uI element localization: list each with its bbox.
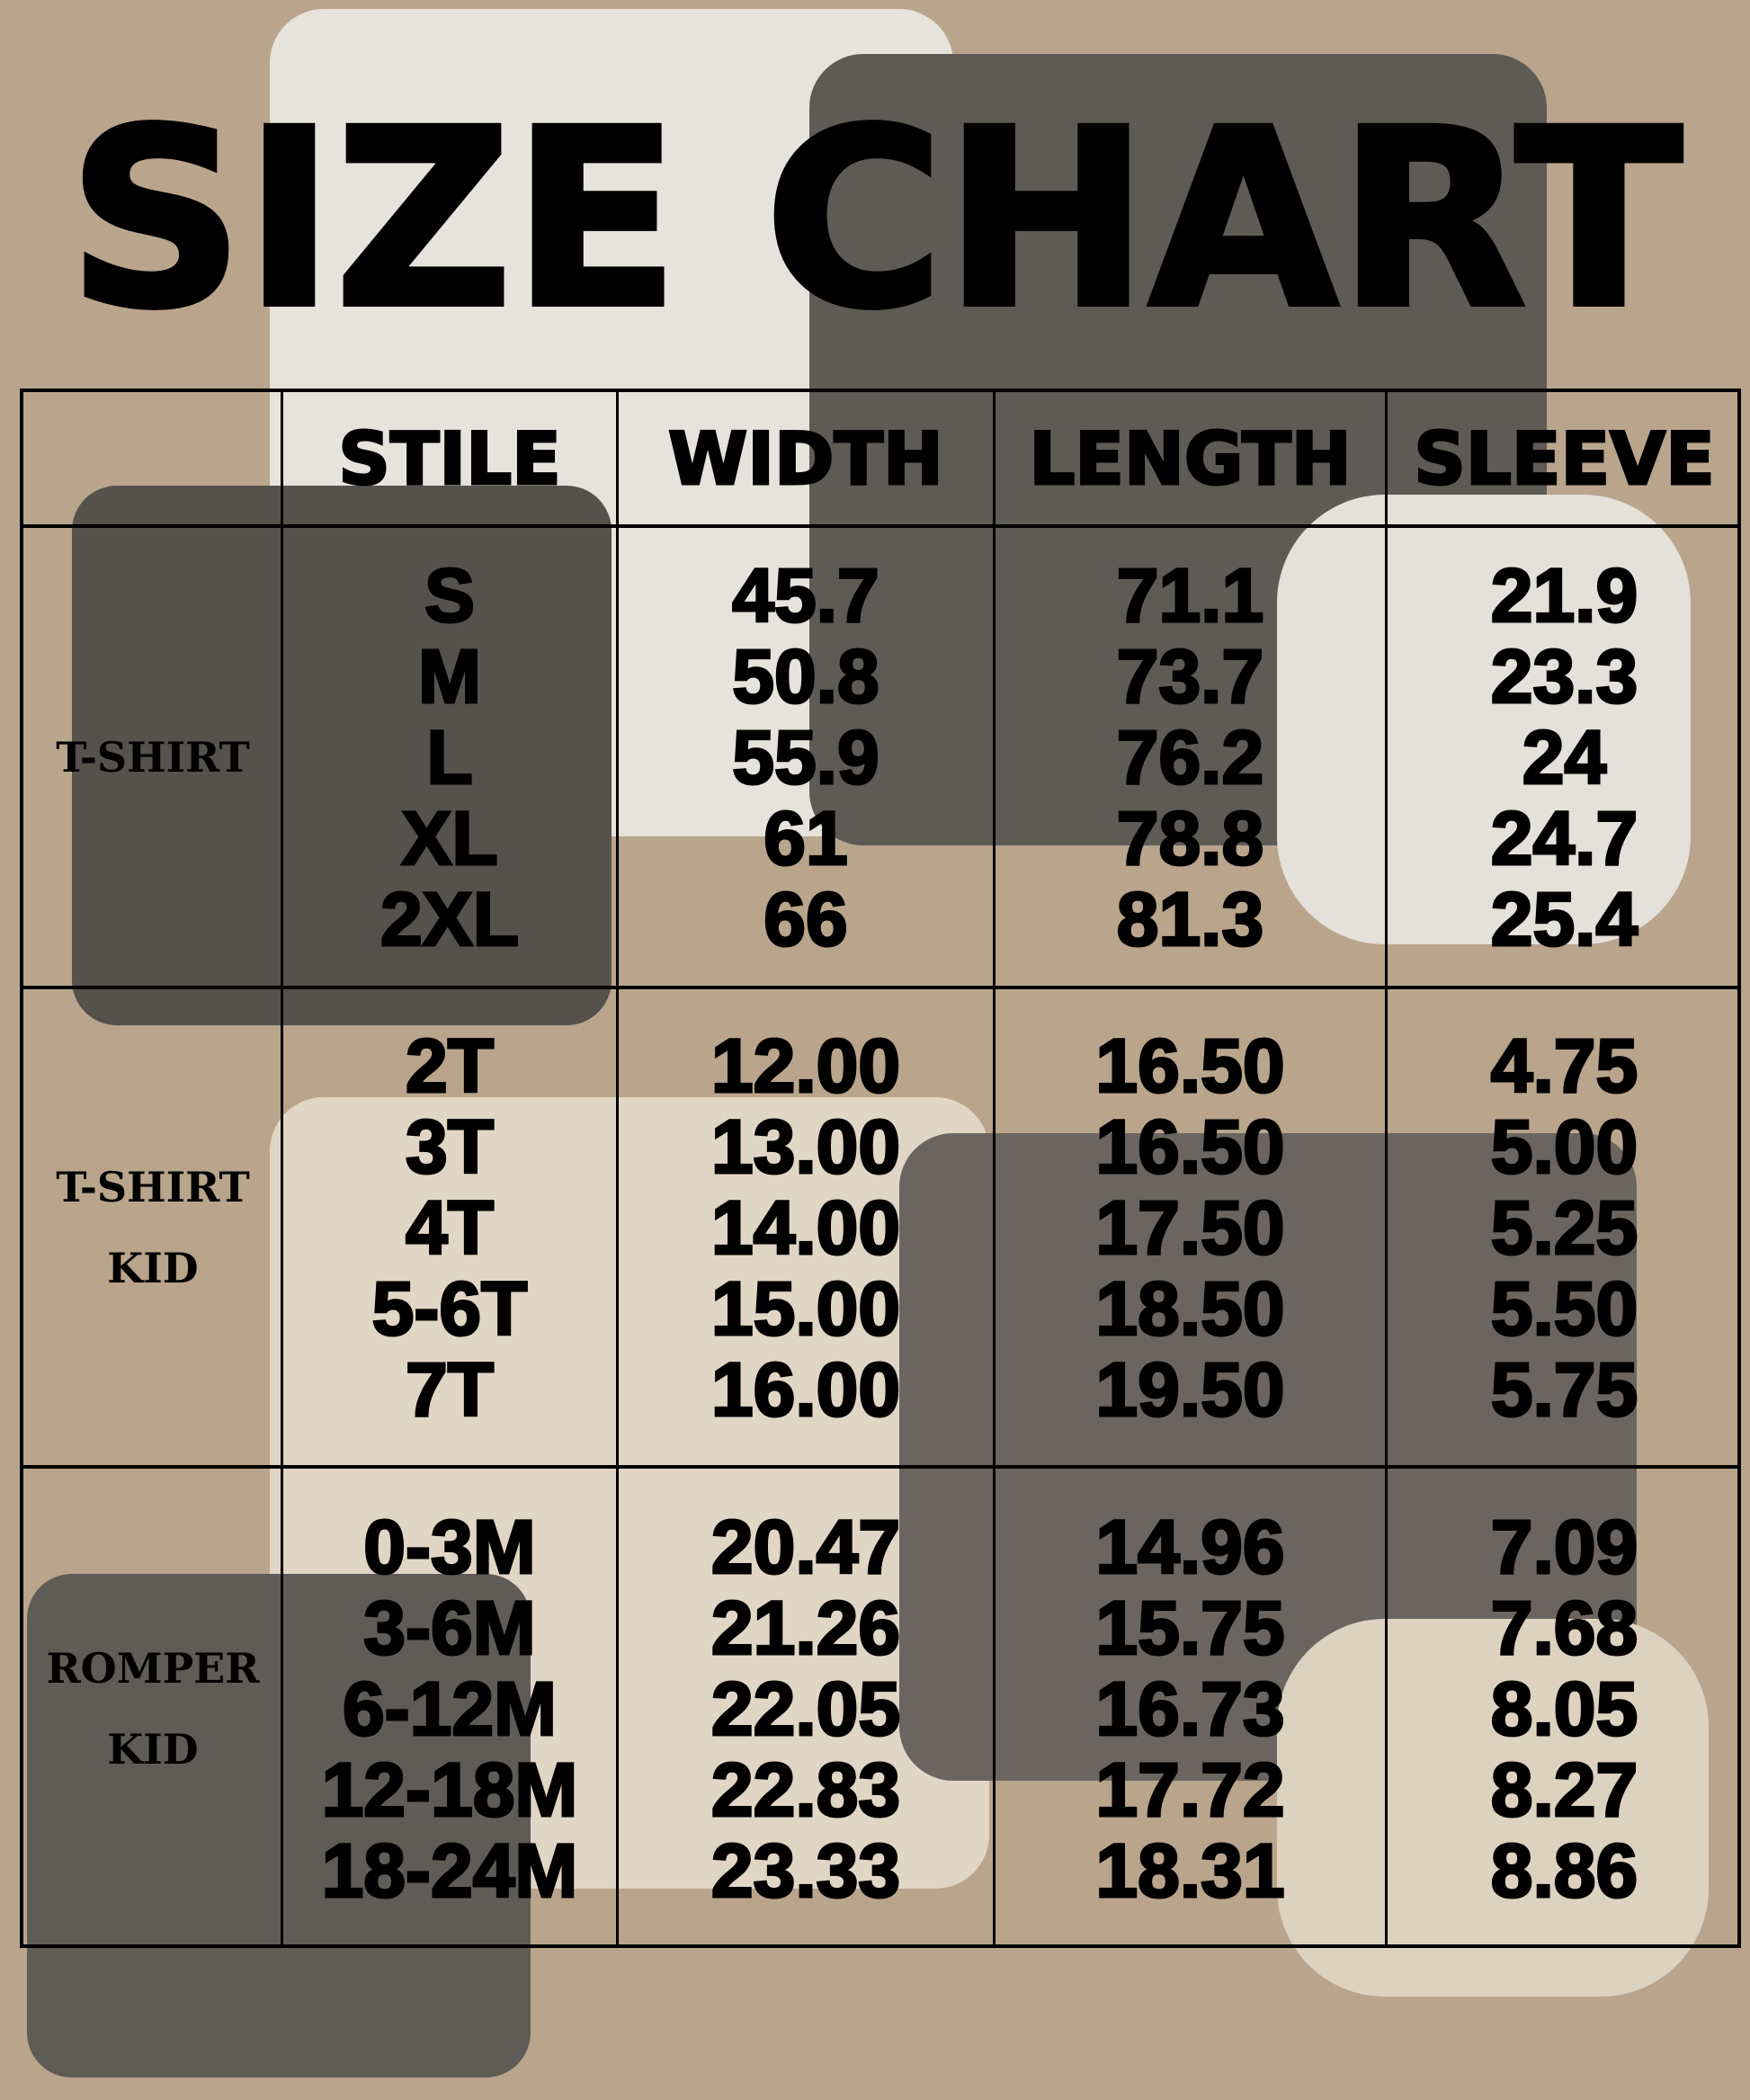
width-value: 13.00: [710, 1104, 901, 1189]
header-length: LENGTH: [1028, 416, 1353, 503]
category-label: T-SHIRT KID: [23, 989, 282, 1465]
sleeve-column-cell: 21.9 23.3 24 24.7 25.4: [1388, 528, 1741, 986]
width-value: 14.00: [710, 1184, 901, 1270]
length-value: 17.72: [1094, 1747, 1286, 1832]
sleeve-value: 8.05: [1489, 1666, 1638, 1751]
sleeve-value: 25.4: [1489, 876, 1638, 961]
category-label: T-SHIRT: [23, 528, 282, 986]
length-value: 17.50: [1094, 1184, 1286, 1270]
sizes-value: 3T: [404, 1104, 495, 1189]
divider: [23, 1465, 1737, 1469]
header-sleeve: SLEEVE: [1413, 416, 1716, 503]
length-value: 76.2: [1115, 714, 1264, 800]
length-value: 14.96: [1094, 1504, 1286, 1589]
length-value: 18.50: [1094, 1265, 1286, 1351]
category-text: T-SHIRT: [56, 732, 250, 782]
gray-romper-photo: [27, 1574, 531, 2078]
length-column-cell: 16.50 16.50 17.50 18.50 19.50: [996, 989, 1385, 1465]
width-value: 55.9: [731, 714, 880, 800]
width-value: 66: [763, 876, 849, 961]
sizes-value: 5-6T: [371, 1265, 529, 1351]
length-column-cell: 14.96 15.75 16.73 17.72 18.31: [996, 1469, 1385, 1948]
width-value: 61: [763, 795, 849, 880]
length-value: 73.7: [1115, 633, 1264, 719]
width-value: 16.00: [710, 1346, 901, 1432]
length-value: 81.3: [1115, 876, 1264, 961]
length-value: 78.8: [1115, 795, 1264, 880]
sizes-value: 3-6M: [362, 1585, 537, 1670]
sleeve-column-cell: 4.75 5.00 5.25 5.50 5.75: [1388, 989, 1741, 1465]
sleeve-value: 5.25: [1489, 1184, 1638, 1270]
category-label: ROMPER KID: [23, 1469, 282, 1948]
sizes-value: M: [417, 633, 483, 719]
length-column-cell: 71.1 73.7 76.2 78.8 81.3: [996, 528, 1385, 986]
category-text: KID: [107, 1724, 199, 1774]
sleeve-value: 24: [1521, 714, 1607, 800]
sizes-value: 2XL: [379, 876, 520, 961]
sleeve-value: 24.7: [1489, 795, 1638, 880]
sleeve-column-cell: 7.09 7.68 8.05 8.27 8.86: [1388, 1469, 1741, 1948]
length-value: 18.31: [1094, 1827, 1286, 1913]
white-romper-photo: [1277, 495, 1691, 944]
sleeve-value: 5.75: [1489, 1346, 1638, 1432]
sleeve-value: 8.27: [1489, 1747, 1638, 1832]
width-value: 22.05: [710, 1666, 901, 1751]
category-text: KID: [107, 1243, 199, 1292]
sizes-value: 6-12M: [341, 1666, 558, 1751]
width-value: 23.33: [710, 1827, 901, 1913]
sizes-column-cell: 2T 3T 4T 5-6T 7T: [283, 989, 616, 1465]
sleeve-value: 5.50: [1489, 1265, 1638, 1351]
divider: [281, 392, 283, 1944]
width-value: 21.26: [710, 1585, 901, 1670]
sleeve-value: 7.09: [1489, 1504, 1638, 1589]
length-value: 16.50: [1094, 1104, 1286, 1189]
sleeve-value: 4.75: [1489, 1023, 1638, 1108]
sleeve-value: 7.68: [1489, 1585, 1638, 1670]
sizes-value: XL: [400, 795, 499, 880]
sizes-value: S: [423, 552, 476, 638]
sizes-value: 0-3M: [362, 1504, 537, 1589]
length-value: 71.1: [1115, 552, 1264, 638]
divider: [1385, 392, 1388, 1944]
sleeve-value: 5.00: [1489, 1104, 1638, 1189]
header-stile: STILE: [337, 416, 563, 503]
width-value: 20.47: [710, 1504, 901, 1589]
sizes-value: 18-24M: [320, 1827, 579, 1913]
divider: [23, 524, 1737, 528]
dark-tshirt-photo: [72, 486, 612, 1025]
sizes-value: 7T: [404, 1346, 495, 1432]
divider: [993, 392, 996, 1944]
length-value: 16.73: [1094, 1666, 1286, 1751]
sizes-value: 2T: [404, 1023, 495, 1108]
sizes-value: 4T: [404, 1184, 495, 1270]
category-text: T-SHIRT: [56, 1162, 250, 1211]
category-text: ROMPER: [46, 1643, 260, 1693]
width-value: 12.00: [710, 1023, 901, 1108]
length-value: 19.50: [1094, 1346, 1286, 1432]
width-column-cell: 12.00 13.00 14.00 15.00 16.00: [619, 989, 993, 1465]
sleeve-value: 8.86: [1489, 1827, 1638, 1913]
width-value: 50.8: [731, 633, 880, 719]
width-column-cell: 20.47 21.26 22.05 22.83 23.33: [619, 1469, 993, 1948]
sizes-column-cell: S M L XL 2XL: [283, 528, 616, 986]
page-title: SIZE CHART: [65, 78, 1684, 362]
sleeve-value: 21.9: [1489, 552, 1638, 638]
width-column-cell: 45.7 50.8 55.9 61 66: [619, 528, 993, 986]
width-value: 45.7: [731, 552, 880, 638]
divider: [23, 986, 1737, 989]
divider: [616, 392, 619, 1944]
header-width: WIDTH: [667, 416, 945, 503]
sizes-value: 12-18M: [320, 1747, 579, 1832]
sizes-column-cell: 0-3M 3-6M 6-12M 12-18M 18-24M: [283, 1469, 616, 1948]
width-value: 22.83: [710, 1747, 901, 1832]
cream-romper-photo: [1277, 1619, 1709, 1997]
sizes-value: L: [425, 714, 474, 800]
length-value: 16.50: [1094, 1023, 1286, 1108]
size-table: STILE WIDTH LENGTH SLEEVE T-SHIRT S M L XL 2X…: [20, 389, 1741, 1948]
width-value: 15.00: [710, 1265, 901, 1351]
sleeve-value: 23.3: [1489, 633, 1638, 719]
length-value: 15.75: [1094, 1585, 1286, 1670]
